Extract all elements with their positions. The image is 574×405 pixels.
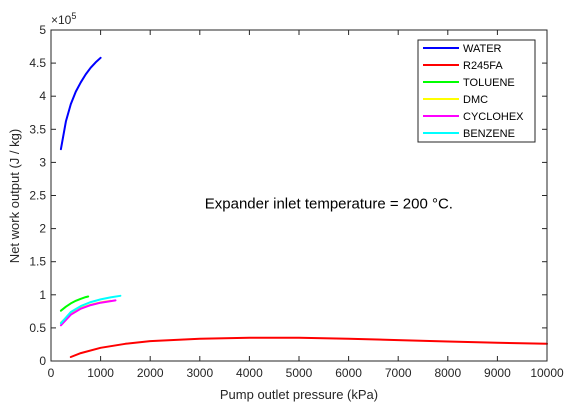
series-layer	[59, 56, 548, 358]
legend-entry-benzene: BENZENE	[463, 128, 515, 140]
x-tick-label: 2000	[137, 366, 164, 380]
legend-entry-toluene: TOLUENE	[463, 77, 515, 89]
ticks-layer: 0 1000 2000 3000 4000 5000 6000 7000 8000 9000 100…	[29, 23, 564, 380]
y-tick-label: 3	[39, 155, 46, 169]
y-tick-label: 1.5	[29, 255, 46, 269]
legend-entry-water: WATER	[463, 43, 502, 55]
y-tick-label: 4	[39, 89, 46, 103]
annotation-text: Expander inlet temperature = 200 °C.	[205, 196, 453, 213]
y-tick-label: 0	[39, 354, 46, 368]
x-tick-label: 4000	[236, 366, 263, 380]
x-tick-label: 10000	[530, 366, 564, 380]
y-tick-label: 3.5	[29, 122, 46, 136]
x-tick-label: 1000	[87, 366, 114, 380]
y-exponent-power: 5	[71, 11, 76, 21]
y-tick-label: 2	[39, 222, 46, 236]
y-tick-label: 0.5	[29, 321, 46, 335]
y-tick-label: 2.5	[29, 189, 46, 203]
x-tick-label: 5000	[286, 366, 313, 380]
x-tick-label: 6000	[335, 366, 362, 380]
x-tick-label: 7000	[385, 366, 412, 380]
y-tick-label: 1	[39, 288, 46, 302]
legend-entry-dmc: DMC	[463, 94, 488, 106]
y-tick-label: 4.5	[29, 56, 46, 70]
x-axis-label: Pump outlet pressure (kPa)	[220, 387, 378, 402]
y-exponent-base: ×10	[51, 13, 72, 27]
series-line-toluene	[59, 295, 90, 312]
series-line-benzene	[59, 294, 122, 325]
legend: WATER R245FA TOLUENE DMC CYCLOHEX BENZENE	[417, 39, 536, 143]
y-axis-label: Net work output (J / kg)	[7, 129, 22, 263]
series-line-water	[59, 56, 102, 151]
legend-entry-r245fa: R245FA	[463, 60, 503, 72]
y-exponent-label: ×105	[51, 11, 76, 27]
x-tick-label: 9000	[484, 366, 511, 380]
series-line-r245fa	[69, 336, 548, 358]
x-tick-label: 0	[48, 366, 55, 380]
y-tick-label: 5	[39, 23, 46, 37]
series-line-cyclohex	[59, 299, 117, 327]
x-tick-label: 8000	[434, 366, 461, 380]
x-tick-label: 3000	[186, 366, 213, 380]
legend-entry-cyclohex: CYCLOHEX	[463, 111, 524, 123]
legend-box	[417, 39, 536, 143]
